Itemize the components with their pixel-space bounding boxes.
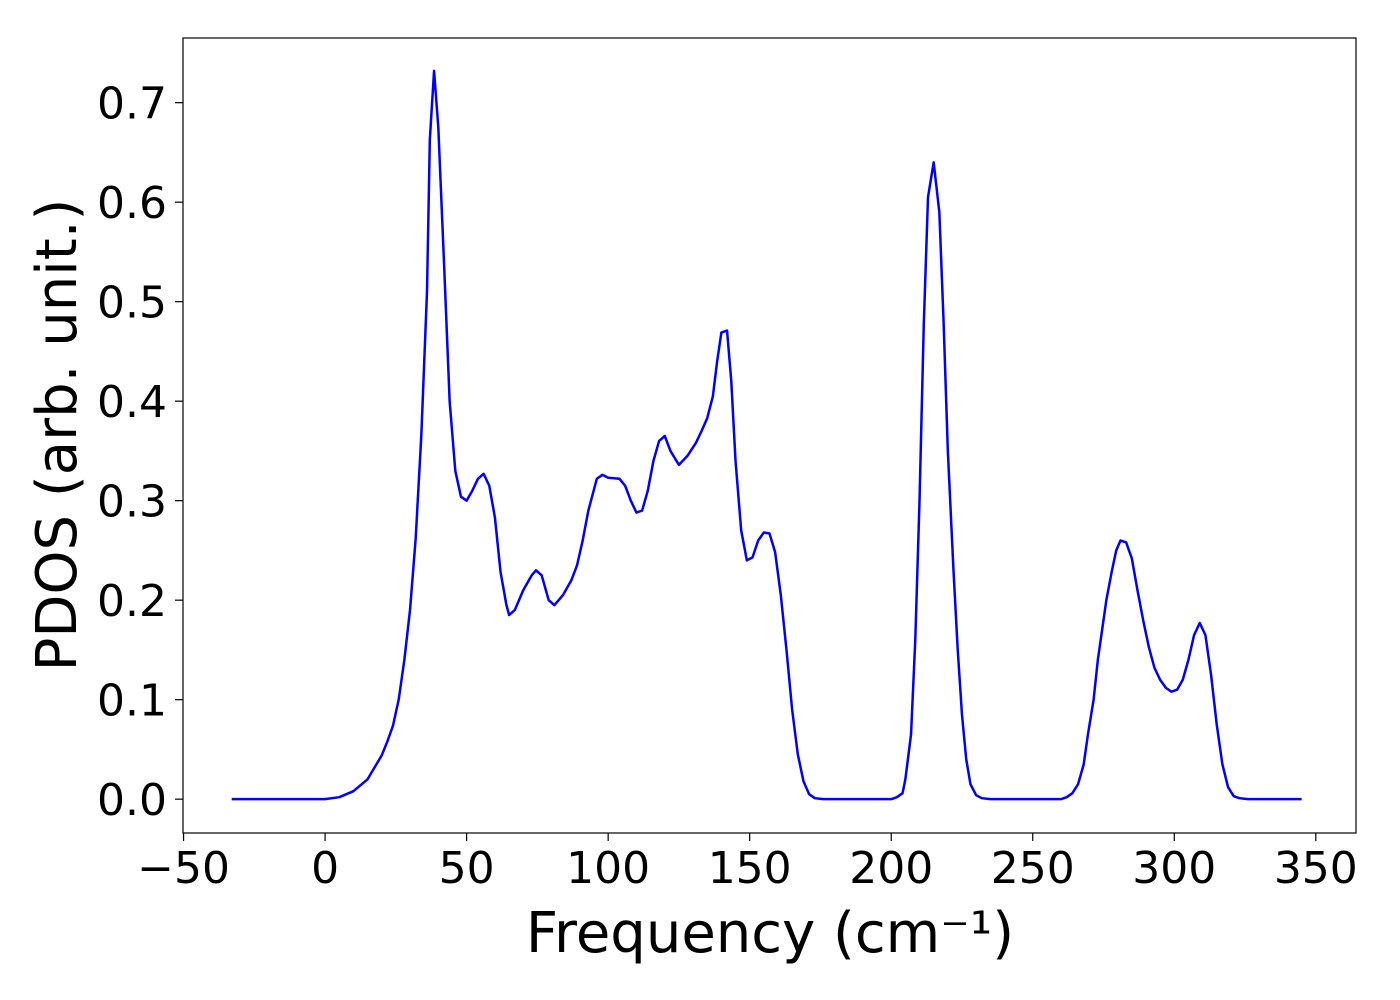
x-tick-label: 300 bbox=[1132, 843, 1216, 894]
x-tick-label: 50 bbox=[439, 843, 495, 894]
x-tick-label: 350 bbox=[1274, 843, 1358, 894]
y-tick-label: 0.1 bbox=[97, 676, 167, 727]
y-tick-label: 0.0 bbox=[97, 775, 167, 826]
x-tick-label: 250 bbox=[991, 843, 1075, 894]
x-tick-label: 150 bbox=[708, 843, 792, 894]
y-tick-label: 0.5 bbox=[97, 278, 167, 329]
y-tick-label: 0.3 bbox=[97, 477, 167, 528]
y-tick-label: 0.6 bbox=[97, 178, 167, 229]
y-tick-label: 0.4 bbox=[97, 377, 167, 428]
y-tick-label: 0.7 bbox=[97, 79, 167, 130]
x-tick-label: −50 bbox=[137, 843, 230, 894]
x-tick-label: 100 bbox=[566, 843, 650, 894]
x-tick-label: 200 bbox=[849, 843, 933, 894]
x-tick-label: 0 bbox=[311, 843, 339, 894]
x-axis-label: Frequency (cm⁻¹) bbox=[526, 901, 1014, 966]
y-axis-label: PDOS (arb. unit.) bbox=[25, 199, 90, 672]
plot-frame bbox=[182, 37, 1357, 834]
data-line bbox=[231, 69, 1302, 801]
y-tick-label: 0.2 bbox=[97, 576, 167, 627]
